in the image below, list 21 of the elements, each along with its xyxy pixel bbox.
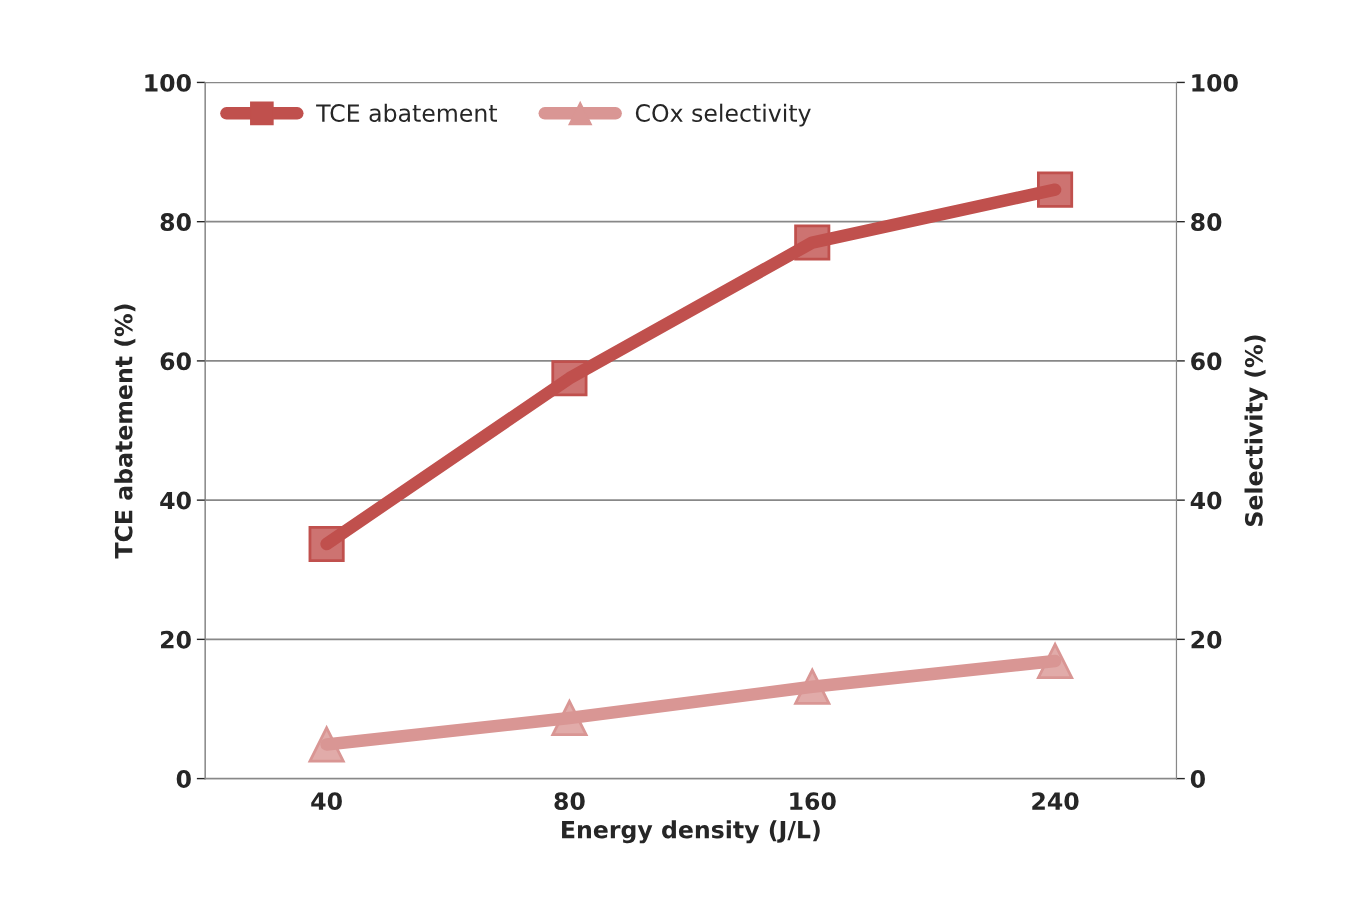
y-tick-label: 60 bbox=[160, 352, 191, 371]
y-tick-label: 20 bbox=[161, 630, 191, 649]
y2-tick-label: 0 bbox=[1190, 770, 1205, 788]
y2-tick-label: 20 bbox=[1191, 630, 1222, 649]
y2-tick-label: 60 bbox=[1191, 352, 1222, 371]
y-tick-label: 100 bbox=[145, 73, 191, 92]
x-tick-label: 80 bbox=[554, 792, 585, 811]
legend-label: COx selectivity bbox=[635, 103, 811, 127]
y-tick-label: 0 bbox=[176, 770, 191, 788]
x-tick-label: 240 bbox=[1032, 792, 1079, 811]
y2-tick-label: 80 bbox=[1191, 213, 1222, 231]
y-tick-label: 80 bbox=[160, 213, 191, 231]
y-axis-title: TCE abatement (%) bbox=[114, 304, 136, 559]
legend-label: TCE abatement bbox=[316, 103, 498, 122]
y2-tick-label: 40 bbox=[1190, 491, 1222, 510]
x-axis-title: Energy density (J/L) bbox=[562, 820, 820, 844]
y2-axis-title: Selectivity (%) bbox=[1244, 335, 1268, 526]
x-tick-label: 40 bbox=[311, 792, 342, 811]
y-tick-label: 40 bbox=[160, 491, 191, 510]
y2-tick-label: 100 bbox=[1192, 73, 1238, 92]
x-tick-label: 160 bbox=[790, 792, 836, 811]
